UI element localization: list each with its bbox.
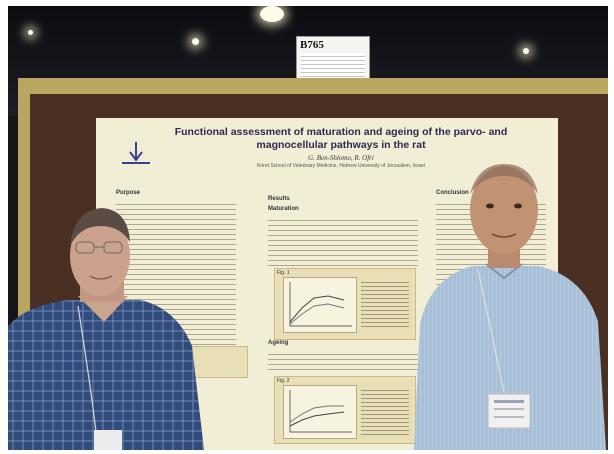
ceiling-light [523,48,529,54]
poster-title: Functional assessment of maturation and … [174,126,508,151]
booth-code: B765 [300,39,324,51]
conclusion-heading: Conclusion [436,190,469,196]
booth-sign: B765 [296,36,370,84]
figure-1-caption [361,279,409,329]
ceiling-light [192,38,199,45]
poster-affiliation: Koret School of Veterinary Medicine, Heb… [257,163,425,169]
figure-1-plot [283,277,357,333]
poster-authors: G. Ben-Shlomo, R. Ofri [308,154,374,162]
ceiling-light [28,30,33,35]
figure-1: Fig. 1 [274,268,416,340]
ageing-text [268,350,418,374]
figure-2: Fig. 2 [274,376,416,444]
university-logo-icon [122,142,150,164]
figure-1-graph [289,282,352,327]
figure-2-label: Fig. 2 [277,378,290,384]
figure-1-label: Fig. 1 [277,270,290,276]
ageing-heading: Ageing [268,340,289,346]
figure-2-caption [361,387,409,435]
figure-2-plot [283,385,357,439]
booth-sign-lines [301,53,365,79]
maturation-heading: Maturation [268,206,299,212]
purpose-heading: Purpose [116,190,141,196]
conference-photo: B765 Functional assessment of maturation… [8,6,608,450]
person-right [414,164,606,450]
person-left [8,208,204,450]
results-heading: Results [268,196,290,202]
ceiling-light [260,6,284,22]
results-text [268,216,418,266]
figure-2-graph [289,390,352,433]
